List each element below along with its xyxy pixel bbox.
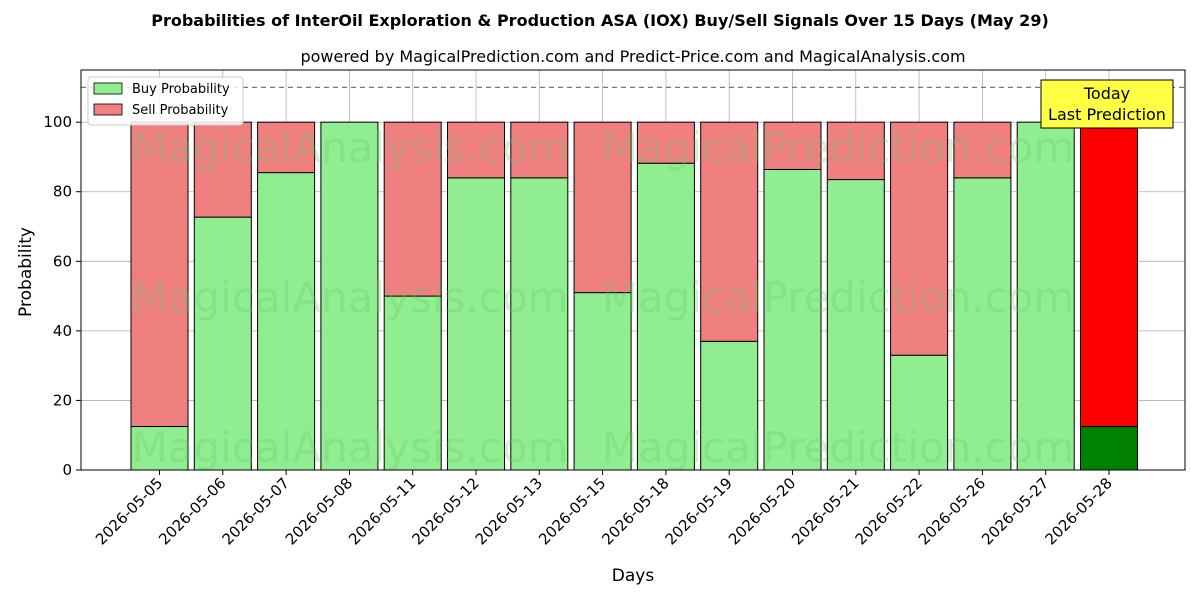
buy-bar — [826, 179, 885, 471]
sell-bar — [1080, 121, 1138, 428]
buy-bar — [953, 177, 1012, 471]
x-tick-label: 2026-05-06 — [155, 474, 229, 548]
sell-bar — [700, 121, 759, 342]
x-tick-label: 2026-05-19 — [662, 474, 736, 548]
x-tick-label: 2026-05-28 — [1041, 474, 1115, 548]
legend-label-sell: Sell Probability — [132, 103, 229, 118]
today-annotation: Today Last Prediction — [1040, 79, 1174, 129]
y-tick-label: 80 — [53, 183, 72, 201]
y-tick-label: 60 — [53, 252, 72, 270]
sell-bar — [130, 121, 189, 428]
today-box — [1040, 79, 1174, 129]
buy-bar — [193, 216, 252, 471]
sell-bar — [763, 121, 822, 170]
watermark-text: MagicalPrediction.com — [602, 273, 1075, 322]
watermark-text: MagicalAnalysis.com — [132, 423, 569, 472]
x-axis-label: Days — [612, 566, 655, 586]
chart-title: Probabilities of InterOil Exploration & … — [151, 11, 1049, 30]
y-axis-label: Probability — [16, 227, 36, 317]
y-tick-label: 0 — [62, 461, 72, 479]
buy-bar — [447, 177, 505, 471]
sell-bar — [383, 121, 442, 297]
y-tick-label: 20 — [53, 391, 72, 409]
buy-bar — [510, 177, 569, 471]
watermark-text: MagicalPrediction.com — [602, 123, 1075, 172]
bars — [130, 121, 1138, 471]
buy-bar — [573, 292, 632, 471]
sell-bar — [510, 121, 569, 179]
legend-swatch-sell — [93, 103, 123, 116]
x-tick-label: 2026-05-15 — [535, 474, 609, 548]
x-tick-label: 2026-05-11 — [345, 474, 419, 548]
legend-swatch-buy — [93, 82, 123, 95]
chart-subtitle: powered by MagicalPrediction.com and Pre… — [300, 47, 965, 66]
sell-bar — [636, 121, 695, 164]
x-tick-label: 2026-05-13 — [472, 474, 546, 548]
x-tick-label: 2026-05-08 — [282, 474, 356, 548]
x-tick-label: 2026-05-20 — [725, 474, 799, 548]
legend-label-buy: Buy Probability — [132, 82, 230, 97]
buy-bar — [763, 168, 822, 471]
sell-bar — [447, 121, 505, 179]
sell-bar — [257, 121, 316, 174]
watermarks: MagicalAnalysis.com MagicalPrediction.com… — [132, 123, 1075, 472]
buy-bar — [700, 340, 759, 471]
buy-bar — [257, 172, 316, 471]
buy-bar — [890, 354, 949, 471]
legend-box — [87, 76, 244, 126]
y-tick-label: 40 — [53, 322, 72, 340]
sell-bar — [826, 121, 885, 181]
x-tick-label: 2026-05-18 — [598, 474, 672, 548]
x-tick-label: 2026-05-07 — [219, 474, 293, 548]
sell-bar — [890, 121, 949, 356]
x-tick-label: 2026-05-22 — [852, 474, 926, 548]
x-tick-label: 2026-05-27 — [978, 474, 1052, 548]
sell-bar — [573, 121, 632, 294]
plot-area — [80, 69, 1186, 471]
x-tick-label: 2026-05-05 — [92, 474, 166, 548]
watermark-text: MagicalAnalysis.com — [132, 123, 569, 172]
x-tick-label: 2026-05-21 — [788, 474, 862, 548]
buy-bar — [1016, 121, 1075, 471]
legend: Buy Probability Sell Probability — [87, 76, 244, 126]
last-prediction-label: Last Prediction — [1048, 105, 1166, 124]
today-label: Today — [1083, 84, 1130, 103]
buy-bar — [1080, 426, 1138, 471]
watermark-text: MagicalPrediction.com — [602, 423, 1075, 472]
sell-bar — [953, 121, 1012, 179]
buy-bar — [636, 162, 695, 471]
buy-bar — [320, 121, 379, 471]
y-tick-label: 100 — [43, 113, 72, 131]
x-tick-label: 2026-05-12 — [408, 474, 482, 548]
x-tick-label: 2026-05-26 — [915, 474, 989, 548]
watermark-text: MagicalAnalysis.com — [132, 273, 569, 322]
